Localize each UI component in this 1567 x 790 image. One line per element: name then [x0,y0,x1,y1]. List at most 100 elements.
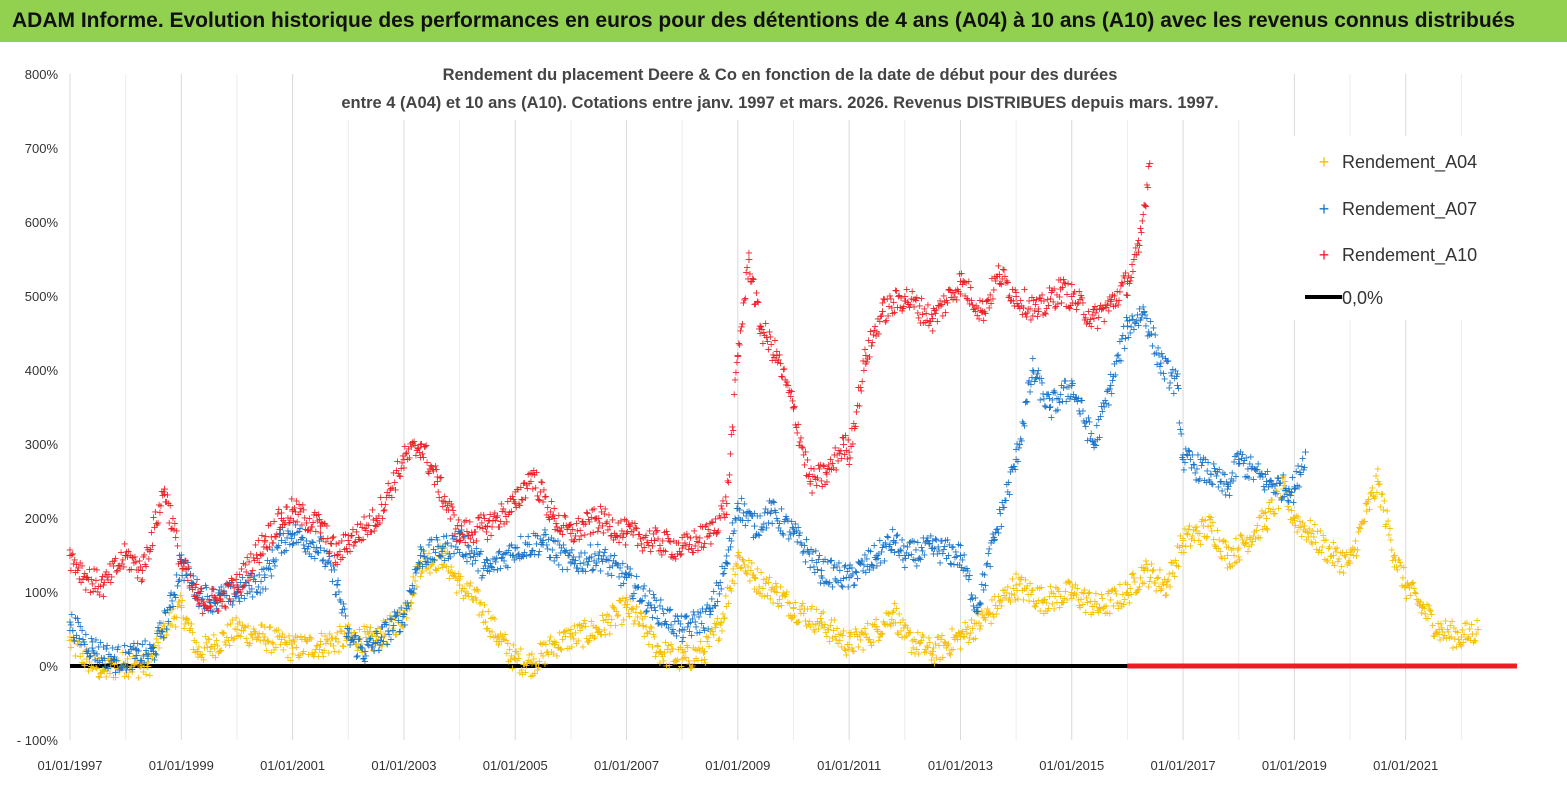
mark-Rendement_A04: + [651,652,659,663]
mark-Rendement_A04: + [258,620,266,631]
mark-Rendement_A10: + [1135,241,1143,252]
mark-Rendement_A04: + [1174,562,1182,573]
mark-Rendement_A04: + [80,659,88,670]
mark-Rendement_A04: + [655,648,663,659]
series-Rendement_A04: ++++ ++++++++ ++ ++++++++ ++++++++++++++++++… [65,464,1482,684]
mark-Rendement_A04: + [873,622,881,633]
mark-Rendement_A04: + [689,643,697,654]
mark-Rendement_A07: + [880,556,888,567]
mark-Rendement_A04: + [838,642,846,653]
mark-Rendement_A04: + [527,671,535,682]
mark-Rendement_A04: + [641,611,649,622]
mark-Rendement_A04: + [434,564,442,575]
mark-Rendement_A10: + [714,526,722,537]
mark-Rendement_A04: + [339,642,347,653]
mark-Rendement_A04: + [864,619,872,630]
x-axis: 01/01/1997 01/01/1999 01/01/2001 01/01/2003… [37,758,1438,773]
mark-Rendement_A04: + [505,645,513,656]
mark-Rendement_A04: + [431,565,439,576]
mark-Rendement_A04: + [121,671,129,682]
mark-Rendement_A04: + [544,647,552,658]
mark-Rendement_A04: + [473,585,481,596]
mark-Rendement_A04: + [403,613,411,624]
x-tick-label-2021: 01/01/2021 [1373,758,1438,773]
mark-Rendement_A04: + [706,626,714,637]
mark-Rendement_A04: + [302,636,310,647]
mark-Rendement_A04: + [113,664,121,675]
mark-Rendement_A04: + [437,543,445,554]
mark-Rendement_A04: + [723,601,731,612]
mark-Rendement_A04: + [342,635,350,646]
mark-Rendement_A04: + [304,649,312,660]
mark-Rendement_A07: + [1279,470,1287,481]
mark-Rendement_A04: + [403,605,411,616]
mark-Rendement_A04: + [747,566,755,577]
mark-Rendement_A04: + [735,547,743,558]
mark-Rendement_A04: + [901,620,909,631]
mark-Rendement_A07: + [152,650,160,661]
mark-Rendement_A04: + [771,587,779,598]
mark-Rendement_A04: + [125,665,133,676]
mark-Rendement_A04: + [659,652,667,663]
mark-Rendement_A04: + [671,656,679,667]
y-tick-label--100: - 100% [17,733,59,748]
mark-Rendement_A04: + [451,568,459,579]
mark-Rendement_A04: + [596,630,604,641]
mark-Rendement_A04: + [531,669,539,680]
mark-Rendement_A04: + [87,661,95,672]
mark-Rendement_A04: + [746,576,754,587]
mark-Rendement_A04: + [307,634,315,645]
mark-Rendement_A04: + [409,572,417,583]
mark-Rendement_A04: + [168,620,176,631]
mark-Rendement_A07: + [960,550,968,561]
mark-Rendement_A04: + [185,625,193,636]
mark-Rendement_A04: + [142,670,150,681]
mark-Rendement_A04: + [351,639,359,650]
mark-Rendement_A04: + [202,638,210,649]
mark-Rendement_A04: + [558,634,566,645]
mark-Rendement_A04: + [381,629,389,640]
mark-Rendement_A04: + [851,624,859,635]
mark-Rendement_A04: + [533,665,541,676]
mark-Rendement_A04: + [257,620,265,631]
mark-Rendement_A04: + [428,558,436,569]
mark-Rendement_A04: + [762,574,770,585]
point-Rendement_A04-1: + [82,653,91,666]
mark-Rendement_A10: + [749,275,757,286]
mark-Rendement_A04: + [133,657,141,668]
mark-Rendement_A07: + [1289,498,1297,509]
mark-Rendement_A10: + [734,351,742,362]
mark-Rendement_A07: + [1038,378,1046,389]
mark-Rendement_A04: + [159,618,167,629]
mark-Rendement_A04: + [266,622,274,633]
mark-Rendement_A04: + [415,559,423,570]
mark-Rendement_A04: + [504,638,512,649]
mark-Rendement_A04: + [632,608,640,619]
mark-Rendement_A04: + [478,610,486,621]
mark-Rendement_A04: + [923,641,931,652]
mark-Rendement_A04: + [804,619,812,630]
mark-Rendement_A04: + [276,640,284,651]
mark-Rendement_A04: + [374,624,382,635]
mark-Rendement_A04: + [144,651,152,662]
mark-Rendement_A04: + [312,645,320,656]
mark-Rendement_A04: + [105,655,113,666]
mark-Rendement_A04: + [1353,545,1361,556]
mark-Rendement_A04: + [300,632,308,643]
mark-Rendement_A04: + [198,652,206,663]
mark-Rendement_A04: + [628,603,636,614]
mark-Rendement_A04: + [657,647,665,658]
mark-Rendement_A04: + [135,659,143,670]
point-Rendement_A04-17: + [438,549,447,562]
mark-Rendement_A04: + [679,648,687,659]
mark-Rendement_A04: + [411,576,419,587]
mark-Rendement_A04: + [159,624,167,635]
mark-Rendement_A04: + [413,582,421,593]
mark-Rendement_A10: + [823,477,831,488]
mark-Rendement_A04: + [179,613,187,624]
mark-Rendement_A04: + [614,610,622,621]
mark-Rendement_A04: + [218,628,226,639]
header-title: ADAM Informe. Evolution historique des p… [12,9,1515,32]
mark-Rendement_A04: + [368,631,376,642]
mark-Rendement_A04: + [513,656,521,667]
